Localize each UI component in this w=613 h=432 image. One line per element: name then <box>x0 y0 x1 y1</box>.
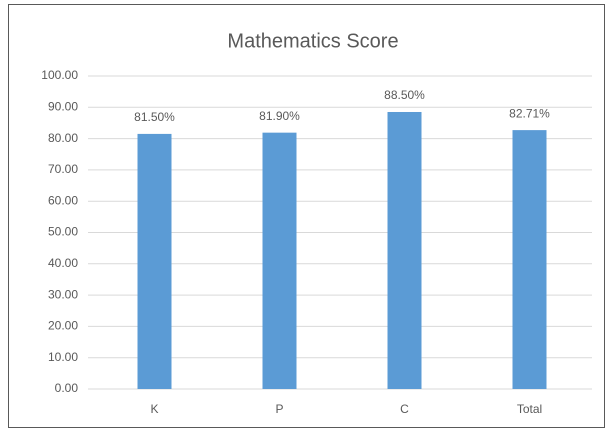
y-tick-label: 70.00 <box>48 162 78 176</box>
y-tick-label: 20.00 <box>48 319 78 333</box>
y-tick-label: 50.00 <box>48 225 78 239</box>
data-label: 81.50% <box>134 110 175 124</box>
y-tick-label: 10.00 <box>48 350 78 364</box>
bar <box>512 130 547 389</box>
x-tick-label: Total <box>517 402 542 416</box>
x-tick-label: P <box>275 402 283 416</box>
y-tick-label: 60.00 <box>48 193 78 207</box>
chart-frame <box>8 4 605 428</box>
x-tick-label: K <box>150 402 158 416</box>
data-label: 81.90% <box>259 109 300 123</box>
y-tick-label: 0.00 <box>55 381 79 395</box>
y-tick-label: 90.00 <box>48 99 78 113</box>
chart-title: Mathematics Score <box>227 30 398 52</box>
y-tick-label: 40.00 <box>48 256 78 270</box>
bar <box>387 111 422 390</box>
x-tick-label: C <box>400 402 409 416</box>
y-tick-label: 100.00 <box>41 68 78 82</box>
y-tick-label: 30.00 <box>48 287 78 301</box>
bar <box>262 132 297 389</box>
bar <box>137 133 172 389</box>
data-label: 82.71% <box>509 106 550 120</box>
y-tick-label: 80.00 <box>48 131 78 145</box>
data-label: 88.50% <box>384 88 425 102</box>
